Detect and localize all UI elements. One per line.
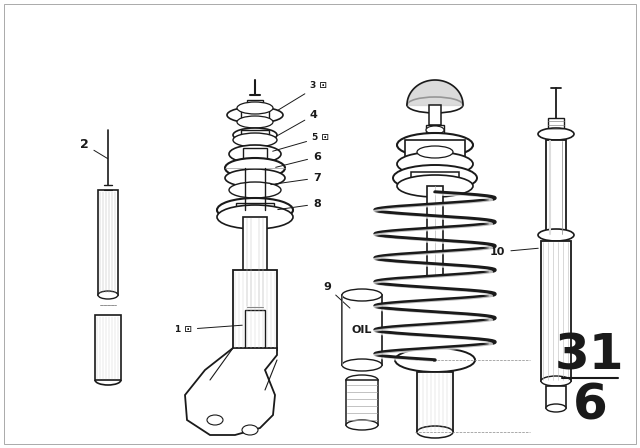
Ellipse shape [237, 102, 273, 114]
Ellipse shape [237, 116, 273, 128]
Ellipse shape [227, 107, 283, 123]
Ellipse shape [397, 133, 473, 157]
Text: 3 ⊡: 3 ⊡ [277, 81, 327, 111]
Bar [417, 372, 453, 432]
Ellipse shape [417, 146, 453, 158]
Text: 31: 31 [555, 331, 625, 379]
Ellipse shape [393, 165, 477, 191]
Ellipse shape [233, 128, 277, 142]
Ellipse shape [233, 133, 277, 147]
Ellipse shape [217, 205, 293, 229]
Bar [95, 315, 121, 380]
Ellipse shape [98, 291, 118, 299]
Bar [429, 105, 441, 125]
Ellipse shape [395, 348, 475, 372]
Ellipse shape [397, 152, 473, 176]
Bar [541, 241, 571, 381]
Ellipse shape [538, 128, 574, 140]
Ellipse shape [407, 97, 463, 113]
Bar [546, 140, 566, 235]
Text: 5 ⊡: 5 ⊡ [273, 133, 329, 151]
Text: 10: 10 [490, 247, 538, 257]
Bar [427, 186, 443, 276]
Text: 8: 8 [278, 199, 321, 210]
Bar [247, 100, 263, 110]
Text: 6: 6 [573, 381, 607, 429]
Text: 9: 9 [323, 282, 350, 308]
Bar [426, 125, 444, 135]
Ellipse shape [342, 359, 382, 371]
Bar [405, 140, 465, 164]
Ellipse shape [342, 289, 382, 301]
Ellipse shape [225, 158, 285, 178]
Bar [546, 386, 566, 408]
Ellipse shape [217, 198, 293, 222]
Bar [236, 203, 274, 217]
Text: 6: 6 [276, 152, 321, 167]
Ellipse shape [346, 375, 378, 385]
Polygon shape [185, 348, 277, 435]
Ellipse shape [546, 404, 566, 412]
Bar [245, 310, 265, 348]
Text: OIL: OIL [352, 325, 372, 335]
Ellipse shape [541, 376, 571, 386]
Text: 7: 7 [271, 173, 321, 185]
Bar [243, 148, 267, 160]
Text: 2: 2 [80, 138, 108, 159]
Ellipse shape [426, 126, 444, 134]
Bar [411, 172, 459, 186]
Ellipse shape [229, 182, 281, 198]
Ellipse shape [417, 426, 453, 438]
Bar [241, 130, 269, 140]
Bar [241, 108, 269, 122]
Ellipse shape [242, 425, 258, 435]
Ellipse shape [538, 229, 574, 241]
Ellipse shape [346, 420, 378, 430]
Text: 1 ⊡: 1 ⊡ [175, 325, 242, 334]
Bar [346, 380, 378, 425]
Ellipse shape [229, 145, 281, 163]
Text: 4: 4 [277, 110, 318, 136]
Bar [243, 217, 267, 307]
Ellipse shape [225, 169, 285, 187]
Bar [342, 295, 382, 365]
Bar [233, 270, 277, 350]
Bar [98, 190, 118, 295]
Bar [548, 118, 564, 134]
Ellipse shape [397, 175, 473, 197]
Ellipse shape [207, 415, 223, 425]
